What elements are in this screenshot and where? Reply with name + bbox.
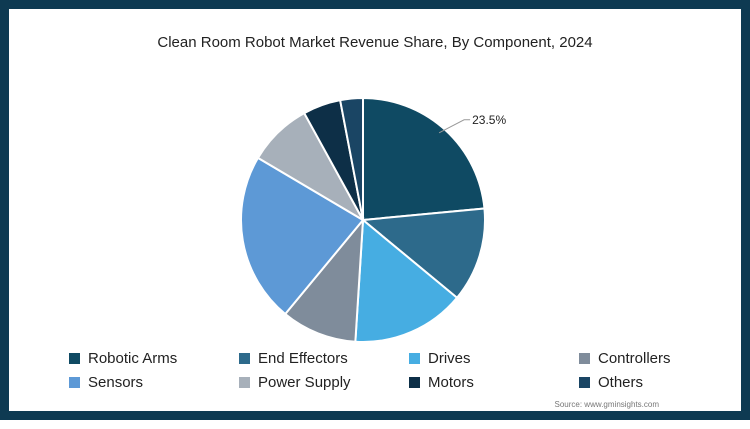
legend-item-drives: Drives xyxy=(409,349,579,367)
legend-swatch xyxy=(239,352,250,364)
pie-chart: 23.5% xyxy=(240,96,506,343)
source-note: Source: www.gminsights.com xyxy=(554,400,659,409)
chart-frame: Clean Room Robot Market Revenue Share, B… xyxy=(0,0,750,420)
legend-label: Sensors xyxy=(88,373,144,391)
pie-slice-sensors xyxy=(240,156,365,316)
legend-label: Power Supply xyxy=(258,373,351,391)
legend-label: Controllers xyxy=(598,349,671,367)
pie-slice-end-effectors xyxy=(360,207,486,300)
legend-label: Others xyxy=(598,373,644,391)
legend-item-sensors: Sensors xyxy=(69,373,239,391)
legend-label: End Effectors xyxy=(258,349,348,367)
legend-swatch xyxy=(409,376,420,388)
chart-title: Clean Room Robot Market Revenue Share, B… xyxy=(157,34,593,51)
pie-slice-controllers xyxy=(283,216,365,343)
legend-swatch xyxy=(579,376,590,388)
legend-swatch xyxy=(69,376,80,388)
legend-swatch xyxy=(409,352,420,364)
legend-item-robotic-arms: Robotic Arms xyxy=(69,349,239,367)
legend-item-power-supply: Power Supply xyxy=(239,373,409,391)
legend-swatch xyxy=(239,376,250,388)
legend-label: Drives xyxy=(428,349,471,367)
pie-slice-others xyxy=(338,96,364,221)
legend-item-end-effectors: End Effectors xyxy=(239,349,409,367)
legend-item-controllers: Controllers xyxy=(579,349,709,367)
pie-slice-drives xyxy=(354,217,459,343)
legend-item-others: Others xyxy=(579,373,709,391)
legend-swatch xyxy=(579,352,590,364)
legend-label: Robotic Arms xyxy=(88,349,178,367)
data-label-leader xyxy=(438,119,471,134)
chart-legend: Robotic Arms End Effectors Drives Controlle… xyxy=(69,349,709,391)
legend-label: Motors xyxy=(428,373,474,391)
pie-slice-robotic-arms xyxy=(362,96,486,222)
legend-item-motors: Motors xyxy=(409,373,579,391)
data-label-robotic-arms: 23.5% xyxy=(472,113,506,127)
legend-swatch xyxy=(69,352,80,364)
